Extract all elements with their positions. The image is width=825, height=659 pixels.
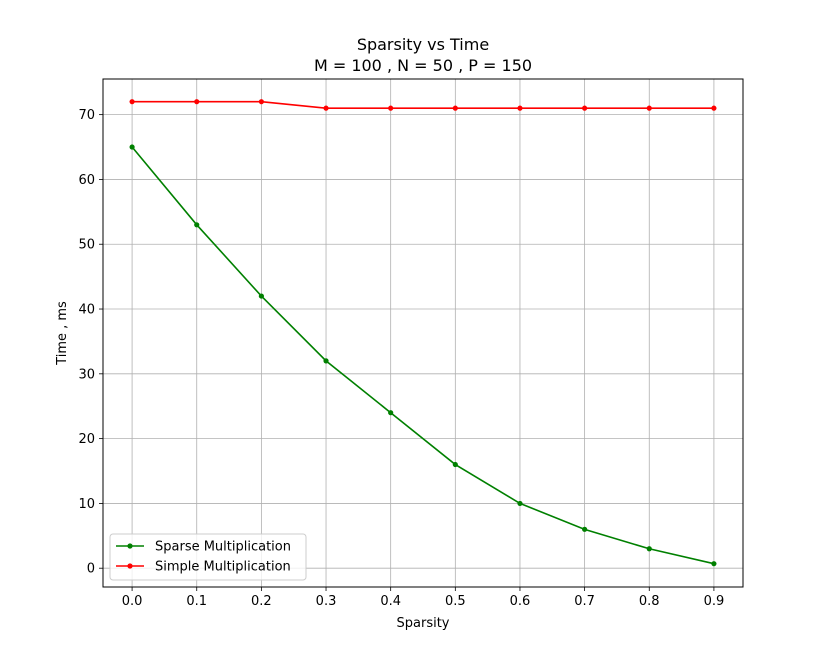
plot-frame bbox=[102, 78, 744, 588]
data-point bbox=[582, 526, 588, 532]
data-point bbox=[388, 105, 394, 111]
x-tick-label: 0.3 bbox=[316, 594, 337, 609]
chart-subtitle: M = 100 , N = 50 , P = 150 bbox=[314, 56, 532, 75]
legend-box bbox=[109, 533, 307, 581]
data-point bbox=[711, 105, 717, 111]
series-layer bbox=[129, 99, 717, 567]
y-axis-label: Time , ms bbox=[55, 301, 70, 366]
legend: Sparse Multiplication Simple Multiplicati… bbox=[109, 533, 307, 581]
chart-title: Sparsity vs Time bbox=[357, 35, 489, 54]
data-point bbox=[194, 222, 200, 228]
data-point bbox=[194, 99, 200, 105]
data-point bbox=[711, 561, 717, 567]
legend-label: Sparse Multiplication bbox=[155, 540, 291, 555]
y-tick-label: 50 bbox=[78, 238, 95, 253]
data-point bbox=[646, 105, 652, 111]
x-tick-label: 0.5 bbox=[445, 594, 466, 609]
legend-label: Simple Multiplication bbox=[155, 560, 291, 575]
y-tick-label: 0 bbox=[87, 562, 95, 577]
y-tick-label: 20 bbox=[78, 432, 95, 447]
x-tick-label: 0.0 bbox=[122, 594, 143, 609]
x-tick-label: 0.2 bbox=[251, 594, 272, 609]
y-tick-label: 30 bbox=[78, 367, 95, 382]
data-point bbox=[646, 546, 652, 552]
data-point bbox=[582, 105, 588, 111]
legend-marker bbox=[127, 543, 133, 549]
data-point bbox=[129, 144, 135, 150]
data-point bbox=[323, 358, 329, 364]
x-tick-label: 0.9 bbox=[704, 594, 725, 609]
x-tick-label: 0.8 bbox=[639, 594, 660, 609]
y-tick-label: 10 bbox=[78, 497, 95, 512]
grid bbox=[103, 79, 743, 587]
series-line-1 bbox=[132, 100, 714, 109]
data-point bbox=[258, 293, 264, 299]
x-tick-label: 0.7 bbox=[574, 594, 595, 609]
y-tick-label: 70 bbox=[78, 108, 95, 123]
series-line-0 bbox=[131, 146, 715, 565]
data-point bbox=[517, 105, 523, 111]
x-tick-label: 0.1 bbox=[186, 594, 207, 609]
data-point bbox=[388, 410, 394, 416]
data-point bbox=[452, 461, 458, 468]
data-point bbox=[323, 105, 329, 111]
y-tick-label: 60 bbox=[78, 173, 95, 188]
x-tick-label: 0.6 bbox=[510, 594, 531, 609]
data-point bbox=[129, 99, 135, 105]
y-tick-label: 40 bbox=[78, 303, 95, 318]
axis-ticks: 0.0 0.1 0.2 0.3 0.4 0.5 0.6 0.7 0.8 0.9 0 10 20 30 40 5… bbox=[78, 108, 724, 609]
x-axis-label: Sparsity bbox=[397, 616, 450, 631]
data-point bbox=[517, 500, 523, 507]
data-point bbox=[258, 99, 264, 105]
legend-marker bbox=[127, 563, 133, 569]
data-point bbox=[452, 105, 458, 111]
x-tick-label: 0.4 bbox=[380, 594, 401, 609]
